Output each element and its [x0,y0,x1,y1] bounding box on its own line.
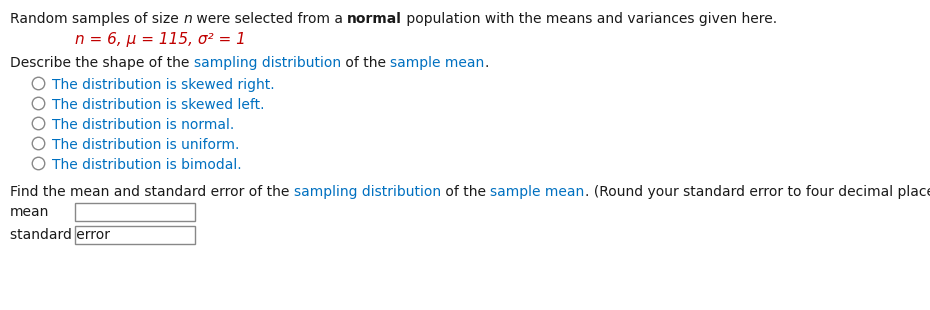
Text: were selected from a: were selected from a [192,12,347,26]
Text: n: n [183,12,192,26]
Text: The distribution is bimodal.: The distribution is bimodal. [52,158,242,172]
Text: . (Round your standard error to four decimal places.): . (Round your standard error to four dec… [584,185,930,199]
Text: sampling distribution: sampling distribution [193,56,341,70]
Text: The distribution is normal.: The distribution is normal. [52,118,234,132]
Text: The distribution is uniform.: The distribution is uniform. [52,138,239,152]
Text: of the: of the [441,185,490,199]
Text: Find the mean and standard error of the: Find the mean and standard error of the [10,185,294,199]
Text: .: . [485,56,489,70]
Text: n = 6, μ = 115, σ² = 1: n = 6, μ = 115, σ² = 1 [75,32,246,47]
Text: of the: of the [341,56,391,70]
Text: Random samples of size: Random samples of size [10,12,183,26]
Text: mean: mean [10,205,49,219]
Text: sample mean: sample mean [490,185,584,199]
Bar [75,226,195,244]
Text: standard error: standard error [10,228,110,242]
Text: normal: normal [347,12,402,26]
Text: sampling distribution: sampling distribution [294,185,441,199]
Text: sample mean: sample mean [391,56,485,70]
Text: population with the means and variances given here.: population with the means and variances … [402,12,777,26]
Bar [75,203,195,221]
Text: Describe the shape of the: Describe the shape of the [10,56,193,70]
Text: The distribution is skewed right.: The distribution is skewed right. [52,78,274,92]
Text: The distribution is skewed left.: The distribution is skewed left. [52,98,264,112]
